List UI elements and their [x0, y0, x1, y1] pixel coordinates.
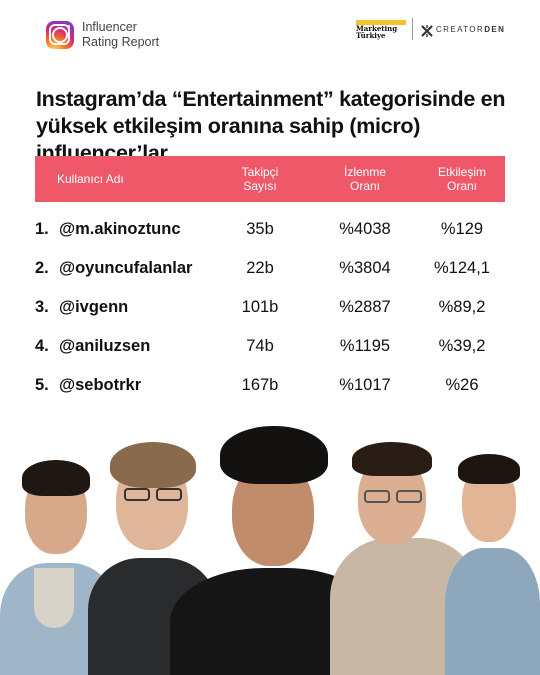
row-followers: 35b: [246, 220, 274, 238]
row-views: %4038: [339, 220, 391, 238]
row-rank: 3.: [35, 298, 49, 316]
row-username: @ivgenn: [59, 298, 129, 316]
table-row: 2. @oyuncufalanlar 22b %3804 %124,1: [35, 249, 505, 288]
row-followers: 22b: [246, 259, 274, 277]
row-engagement: %124,1: [434, 259, 490, 277]
table-header: Kullanıcı Adı Takipçi Sayısı İzlenme Oranı…: [35, 156, 505, 202]
column-username: Kullanıcı Adı: [57, 172, 124, 186]
row-followers: 101b: [241, 298, 279, 316]
table-row: 1. @m.akinoztunc 35b %4038 %129: [35, 210, 505, 249]
header: Influencer Rating Report Marketing Türki…: [0, 0, 540, 70]
row-views: %2887: [339, 298, 391, 316]
column-views: İzlenme Oranı: [343, 165, 387, 193]
creatorden-icon: [420, 24, 434, 38]
row-views: %1017: [339, 376, 391, 394]
report-brand: Influencer Rating Report: [82, 20, 159, 50]
row-username: @m.akinoztunc: [59, 220, 181, 238]
ranking-table: Kullanıcı Adı Takipçi Sayısı İzlenme Oranı…: [35, 156, 505, 405]
row-followers: 74b: [246, 337, 274, 355]
report-brand-line1: Influencer: [82, 20, 137, 34]
row-username: @aniluzsen: [59, 337, 151, 355]
page-title: Instagram’da “Entertainment” kategorisin…: [36, 87, 506, 165]
creatorden-name: CREATORDEN: [436, 25, 505, 34]
table-body: 1. @m.akinoztunc 35b %4038 %129 2. @oyun…: [35, 202, 505, 405]
row-username: @sebotrkr: [59, 376, 142, 394]
marketing-logo-line1: Marketing: [356, 24, 398, 33]
report-brand-line2: Rating Report: [82, 35, 160, 49]
table-row: 4. @aniluzsen 74b %1195 %39,2: [35, 327, 505, 366]
row-followers: 167b: [241, 376, 279, 394]
row-engagement: %26: [445, 376, 479, 394]
row-engagement: %39,2: [438, 337, 486, 355]
row-views: %3804: [339, 259, 391, 277]
instagram-icon: [46, 21, 74, 49]
row-views: %1195: [339, 337, 391, 355]
table-row: 5. @sebotrkr 167b %1017 %26: [35, 366, 505, 405]
row-engagement: %129: [440, 220, 484, 238]
row-rank: 4.: [35, 337, 49, 355]
row-engagement: %89,2: [438, 298, 486, 316]
marketing-turkiye-logo: Marketing Türkiye: [356, 20, 406, 40]
column-followers: Takipçi Sayısı: [241, 165, 279, 193]
creatorden-name-light: CREATOR: [436, 25, 485, 34]
creatorden-name-bold: DEN: [484, 25, 506, 34]
row-rank: 1.: [35, 220, 49, 238]
table-row: 3. @ivgenn 101b %2887 %89,2: [35, 288, 505, 327]
row-rank: 2.: [35, 259, 49, 277]
logo-divider: [412, 18, 413, 40]
marketing-logo-line2: Türkiye: [356, 31, 386, 40]
row-rank: 5.: [35, 376, 49, 394]
row-username: @oyuncufalanlar: [59, 259, 193, 277]
influencer-photos: [0, 418, 540, 675]
column-engagement: Etkileşim Oranı: [437, 165, 486, 193]
